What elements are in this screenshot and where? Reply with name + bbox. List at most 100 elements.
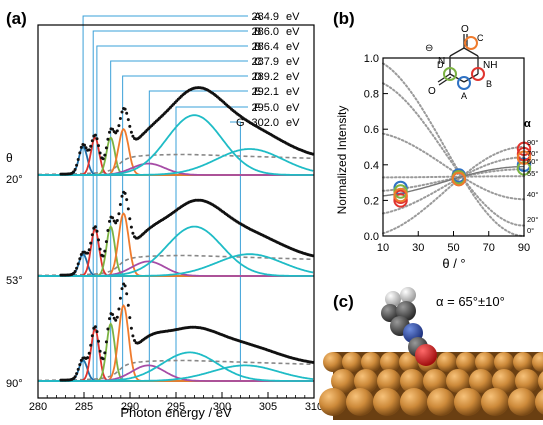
- fit-peak: [38, 148, 314, 176]
- cu-atom: [400, 369, 424, 393]
- data-point: [117, 124, 121, 128]
- atom-a-marker: [457, 76, 471, 90]
- alpha-header: α: [524, 118, 531, 130]
- data-point: [97, 238, 100, 242]
- data-point: [79, 253, 83, 256]
- data-point: [104, 340, 108, 344]
- data-point: [118, 296, 122, 300]
- resonance-energy: 286.4: [251, 41, 279, 53]
- data-point: [115, 129, 119, 133]
- measured-points: [393, 141, 532, 208]
- data-point: [115, 219, 119, 222]
- data-point: [129, 326, 133, 330]
- data-point: [95, 137, 99, 141]
- data-point: [89, 144, 93, 148]
- data-point: [111, 216, 115, 220]
- atom-o-left: O: [428, 86, 436, 97]
- intensity-tick-label: 0.2: [364, 195, 379, 207]
- cu-atom: [373, 388, 401, 416]
- x-axis-label: Photon energy / eV: [120, 405, 232, 420]
- alpha-curve-label: 0°: [527, 226, 534, 235]
- data-point: [95, 330, 99, 334]
- data-point: [97, 144, 100, 148]
- resonance-energy: 295.0: [251, 102, 279, 114]
- panel-c: (c) α = 65°±10°: [319, 287, 543, 420]
- atom-nh: NH: [483, 60, 497, 71]
- resonance-energy: 284.9: [251, 11, 279, 23]
- panel-c-label: (c): [333, 292, 354, 311]
- resonance-unit: eV: [286, 86, 300, 98]
- data-point: [106, 137, 110, 141]
- intensity-tick-label: 0.4: [364, 160, 379, 172]
- cu-atom: [331, 369, 355, 393]
- resonance-leader-line: [82, 15, 248, 381]
- alpha-curve-label: 55°: [527, 169, 538, 178]
- x-tick-label: 285: [75, 401, 93, 413]
- atom-b-marker: [471, 67, 485, 81]
- resonance-label: F: [254, 102, 261, 114]
- data-point: [83, 143, 86, 147]
- cu-atom: [377, 369, 401, 393]
- cu-atom: [494, 352, 514, 372]
- cu-atom: [380, 352, 400, 372]
- data-point: [103, 351, 107, 355]
- data-point: [101, 157, 105, 161]
- data-point: [90, 139, 94, 143]
- alpha-curve-label: 70°: [527, 149, 538, 158]
- data-point: [120, 287, 124, 291]
- intensity-tick-label: 0.0: [364, 231, 379, 243]
- charge-minus: ⊖: [425, 43, 433, 54]
- alpha-curves: [382, 62, 525, 237]
- data-point: [106, 229, 110, 232]
- cu-atom: [346, 388, 374, 416]
- data-point: [111, 313, 115, 316]
- data-point: [114, 318, 118, 322]
- data-point: [129, 225, 133, 229]
- data-point: [117, 307, 121, 311]
- theta-tick-label: 10: [377, 242, 389, 254]
- resonance-energy: 292.1: [251, 86, 279, 98]
- cu-atom: [319, 388, 347, 416]
- panel-b-label: (b): [333, 9, 355, 28]
- orientation-annotation: α = 65°±10°: [436, 294, 505, 309]
- data-point: [103, 153, 107, 157]
- data-point: [78, 151, 82, 155]
- resonance-label: C: [254, 56, 262, 68]
- data-point: [120, 110, 124, 114]
- data-point: [106, 327, 110, 331]
- fit-peak: [38, 364, 314, 382]
- step-edge: [38, 153, 314, 176]
- data-point: [129, 130, 133, 134]
- resonance-label: B: [254, 26, 261, 38]
- data-point: [73, 168, 77, 171]
- x-tick-label: 300: [213, 401, 231, 413]
- data-point: [125, 292, 129, 296]
- data-point: [131, 134, 135, 138]
- data-point: [101, 357, 105, 361]
- data-point: [76, 262, 80, 266]
- resonance-energy: 287.9: [251, 56, 279, 68]
- resonance-unit: eV: [286, 102, 300, 114]
- data-point: [75, 163, 79, 167]
- data-point: [114, 221, 118, 225]
- data-point: [98, 349, 102, 353]
- cu-atom: [538, 371, 543, 391]
- resonance-label: E: [254, 86, 261, 98]
- step-edge: [38, 359, 314, 382]
- alpha-curve: [382, 62, 525, 237]
- cu-atom: [492, 369, 516, 393]
- adsorbed-molecule: [381, 287, 437, 366]
- data-point: [75, 372, 79, 376]
- cu-atom: [456, 352, 476, 372]
- data-point: [126, 207, 130, 211]
- theta-tick-label: 30: [412, 242, 424, 254]
- data-point: [86, 251, 90, 255]
- cu-atom: [400, 388, 428, 416]
- data-point: [125, 111, 129, 115]
- data-point: [73, 270, 77, 273]
- intensity-tick-label: 1.0: [364, 53, 379, 65]
- measured-point: [451, 171, 466, 187]
- resonance-leader-line: [175, 106, 248, 381]
- cu-atom: [427, 388, 455, 416]
